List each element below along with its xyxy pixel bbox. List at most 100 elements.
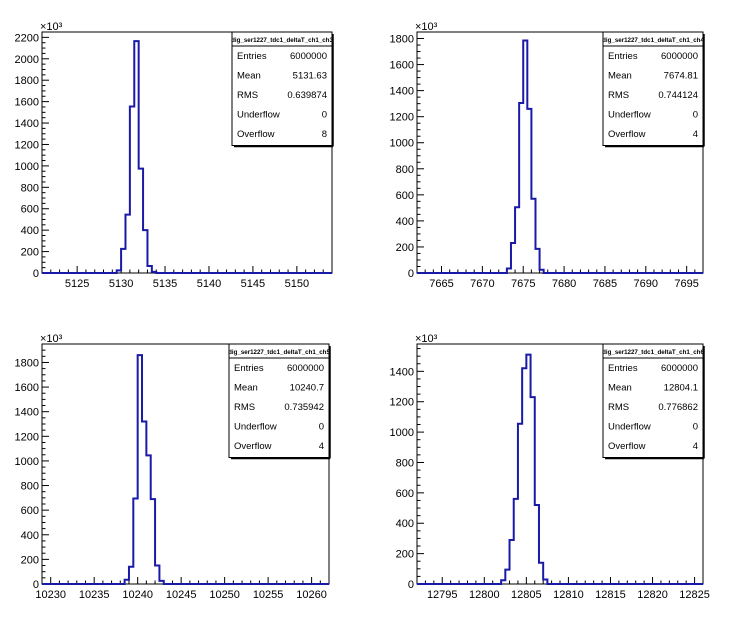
histogram-bin: [117, 270, 121, 273]
y-tick-label: 200: [396, 549, 414, 561]
stats-label-mean: Mean: [608, 71, 632, 82]
y-tick-label: 200: [21, 247, 39, 259]
stats-value-rms: 0.735942: [284, 402, 324, 413]
x-tick-label: 10240: [122, 589, 153, 601]
histogram-bin: [130, 106, 134, 273]
y-tick-label: 1600: [15, 97, 39, 109]
histogram-bin: [139, 169, 143, 273]
histogram-bin: [133, 498, 137, 584]
stats-label-rms: RMS: [608, 90, 629, 101]
histogram-bin: [531, 199, 535, 273]
stats-value-overflow: 4: [693, 441, 698, 452]
histogram-bin: [151, 499, 155, 584]
y-tick-label: 1600: [390, 60, 414, 72]
stats-value-mean: 7674.81: [664, 71, 698, 82]
histogram-bin: [514, 499, 518, 584]
histogram-bin: [526, 355, 530, 584]
y-tick-label: 400: [396, 216, 414, 228]
x-tick-label: 12795: [427, 589, 458, 601]
y-tick-label: 1000: [15, 456, 39, 468]
histogram-bin: [535, 249, 539, 273]
x-tick-label: 12815: [595, 589, 626, 601]
x-tick-label: 10230: [35, 589, 66, 601]
x-tick-label: 7670: [470, 278, 494, 290]
stats-value-underflow: 0: [319, 422, 324, 433]
histogram-bin: [505, 570, 509, 584]
stats-value-underflow: 0: [693, 422, 698, 433]
histogram-bin: [523, 40, 527, 273]
y-tick-label: 1200: [15, 431, 39, 443]
histogram-bin: [531, 397, 535, 584]
stats-value-rms: 0.744124: [658, 90, 698, 101]
y-tick-label: 2000: [15, 54, 39, 66]
y-tick-label: 400: [21, 225, 39, 237]
stats-value-rms: 0.776862: [658, 402, 698, 413]
histogram-bin: [501, 580, 505, 584]
histogram-pad-2: 7665 7670 7675 7680 7685 7690 7695 0 200 400 600 80…: [390, 21, 705, 290]
histogram-bin: [510, 540, 514, 584]
y-tick-label: 1600: [15, 382, 39, 394]
stats-value-overflow: 8: [322, 129, 327, 140]
y-tick-label: 800: [21, 481, 39, 493]
y-tick-label: 1200: [390, 397, 414, 409]
x-tick-label: 12825: [679, 589, 710, 601]
x-tick-label: 10260: [296, 589, 327, 601]
stats-label-underflow: Underflow: [234, 422, 277, 433]
x-tick-label: 5125: [65, 278, 89, 290]
histogram-bin: [142, 422, 146, 584]
histogram-bin: [159, 581, 163, 584]
histogram-bin: [146, 455, 150, 584]
x-tick-label: 5135: [153, 278, 177, 290]
histogram-bin: [125, 215, 129, 273]
histogram-bin: [511, 243, 515, 273]
x-tick-label: 7665: [429, 278, 453, 290]
histogram-title: dig_ser1227_tdc1_deltaT_ch1_ch6: [602, 349, 704, 356]
x-tick-label: 12800: [469, 589, 500, 601]
stats-label-mean: Mean: [608, 383, 632, 394]
stats-label-mean: Mean: [237, 71, 261, 82]
y-tick-label: 800: [396, 164, 414, 176]
histogram-bin: [535, 505, 539, 584]
histogram-bin: [155, 566, 159, 584]
histogram-title: dig_ser1227_tdc1_deltaT_ch1_ch4: [602, 37, 704, 44]
histogram-bin: [539, 563, 543, 584]
stats-label-overflow: Overflow: [608, 441, 646, 452]
x-tick-label: 7690: [634, 278, 658, 290]
x-tick-label: 10255: [253, 589, 284, 601]
y-tick-label: 0: [33, 579, 39, 591]
histogram-bin: [134, 41, 138, 273]
histogram-pad-1: 5125 5130 5135 5140 5145 5150 0 200 400 600 800 100…: [15, 21, 334, 290]
histogram-title: dig_ser1227_tdc1_deltaT_ch1_ch5: [228, 349, 330, 356]
stats-label-entries: Entries: [237, 51, 267, 62]
stats-value-mean: 10240.7: [290, 383, 324, 394]
stats-box: [602, 343, 704, 458]
stats-value-entries: 6000000: [661, 51, 698, 62]
histogram-bin: [507, 268, 511, 273]
y-tick-label: 800: [21, 182, 39, 194]
histogram-title: dig_ser1227_tdc1_deltaT_ch1_ch3: [231, 37, 333, 44]
y-tick-label: 1000: [390, 138, 414, 150]
y-tick-label: 1200: [15, 139, 39, 151]
y-tick-label: 600: [396, 190, 414, 202]
x-tick-label: 7680: [552, 278, 576, 290]
stats-value-overflow: 4: [693, 129, 698, 140]
histogram-line: [417, 39, 703, 274]
y-tick-label: 1800: [15, 75, 39, 87]
y-tick-label: 400: [396, 518, 414, 530]
histogram-bin: [519, 103, 523, 273]
y-tick-label: 200: [396, 242, 414, 254]
histogram-line: [42, 40, 332, 274]
y-tick-label: 1800: [15, 357, 39, 369]
stats-label-overflow: Overflow: [237, 129, 275, 140]
stats-value-rms: 0.639874: [287, 90, 327, 101]
y-tick-label: 1400: [15, 407, 39, 419]
y-tick-label: 600: [396, 488, 414, 500]
stats-value-overflow: 4: [319, 441, 324, 452]
x-tick-label: 5145: [241, 278, 265, 290]
stats-value-entries: 6000000: [287, 363, 324, 374]
stats-label-rms: RMS: [234, 402, 255, 413]
x-tick-label: 7675: [511, 278, 535, 290]
histogram-pad-4: 12795 12800 12805 12810 12815 12820 12825 0 200 4…: [390, 333, 710, 601]
histogram-bin: [152, 272, 156, 273]
